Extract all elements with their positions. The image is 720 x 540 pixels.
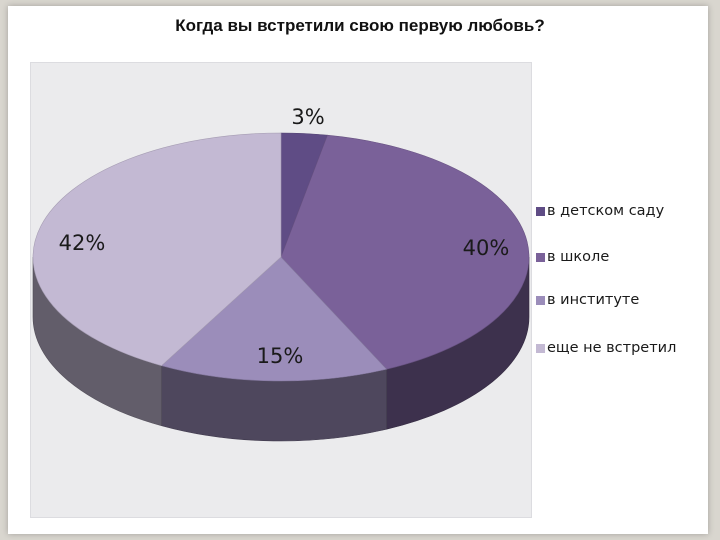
legend-swatch [536,206,545,216]
legend-item-not-met: еще не встретил [536,340,676,356]
data-label-2: 40% [463,236,510,260]
legend-item-school: в школе [536,249,609,265]
legend-item-kindergarten: в детском саду [536,203,664,219]
pie-slice-2 [280,134,530,370]
legend-swatch [536,343,545,353]
chart-title: Когда вы встретили свою первую любовь? [175,16,545,35]
pie-slice-4 [32,132,282,366]
legend-swatch [536,295,545,305]
legend-swatch [536,252,545,262]
legend-label: в школе [547,249,610,265]
legend-label: в детском саду [547,203,665,219]
pie-slice-3 [160,256,388,382]
data-label-4: 42% [59,231,106,255]
legend-label: в институте [547,292,640,308]
data-label-1: 3% [291,105,324,129]
legend-label: еще не встретил [547,340,677,356]
data-label-3: 15% [257,344,304,368]
legend-item-institute: в институте [536,292,639,308]
